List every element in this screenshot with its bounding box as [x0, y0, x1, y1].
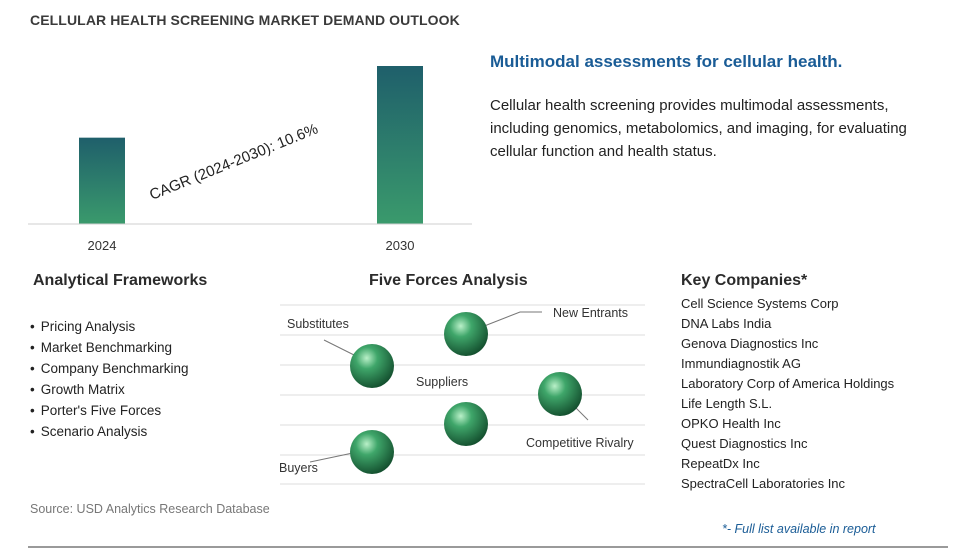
sphere-competitive-rivalry	[538, 372, 582, 416]
list-item: Market Benchmarking	[30, 337, 189, 358]
list-item: Company Benchmarking	[30, 358, 189, 379]
list-item: Immundiagnostik AG	[681, 356, 801, 371]
list-item: Growth Matrix	[30, 379, 189, 400]
label-suppliers: Suppliers	[416, 375, 468, 389]
summary-description: Cellular health screening provides multi…	[490, 97, 907, 160]
list-item: Laboratory Corp of America Holdings	[681, 376, 895, 391]
companies-heading: Key Companies*	[681, 272, 808, 289]
list-item: Life Length S.L.	[681, 396, 773, 411]
sphere-buyers	[350, 430, 394, 474]
bar-chart: 2024 2030 CAGR (2024-2030): 10.6%	[28, 66, 472, 253]
five-forces-diagram: Substitutes New Entrants Suppliers Compe…	[279, 304, 645, 485]
sphere-substitutes	[350, 344, 394, 388]
frameworks-heading: Analytical Frameworks	[33, 272, 208, 289]
list-item: Cell Science Systems Corp	[681, 296, 839, 311]
list-item: SpectraCell Laboratories Inc	[681, 476, 846, 491]
source-note: Source: USD Analytics Research Database	[30, 502, 270, 516]
list-item: Genova Diagnostics Inc	[681, 336, 819, 351]
list-item: RepeatDx Inc	[681, 456, 760, 471]
sphere-suppliers	[444, 402, 488, 446]
bottom-divider	[28, 546, 948, 548]
label-buyers: Buyers	[279, 461, 318, 475]
full-list-note: *- Full list available in report	[722, 522, 876, 536]
bar-2030	[377, 66, 423, 224]
label-competitive-rivalry: Competitive Rivalry	[526, 436, 634, 450]
list-item: Pricing Analysis	[30, 316, 189, 337]
frameworks-list: Pricing Analysis Market Benchmarking Com…	[30, 316, 189, 442]
list-item: OPKO Health Inc	[681, 416, 781, 431]
x-tick-label: 2030	[386, 238, 415, 253]
bar-2024	[79, 137, 125, 224]
five-forces-heading: Five Forces Analysis	[369, 272, 528, 289]
label-new-entrants: New Entrants	[553, 306, 628, 320]
companies-list: Cell Science Systems Corp DNA Labs India…	[681, 294, 894, 494]
x-tick-label: 2024	[88, 238, 117, 253]
list-item: DNA Labs India	[681, 316, 772, 331]
sphere-new-entrants	[444, 312, 488, 356]
page-title: CELLULAR HEALTH SCREENING MARKET DEMAND …	[30, 12, 460, 28]
cagr-annotation: CAGR (2024-2030): 10.6%	[147, 120, 320, 203]
label-substitutes: Substitutes	[287, 317, 349, 331]
list-item: Porter's Five Forces	[30, 400, 189, 421]
list-item: Quest Diagnostics Inc	[681, 436, 808, 451]
summary-headline: Multimodal assessments for cellular heal…	[490, 52, 843, 71]
list-item: Scenario Analysis	[30, 421, 189, 442]
